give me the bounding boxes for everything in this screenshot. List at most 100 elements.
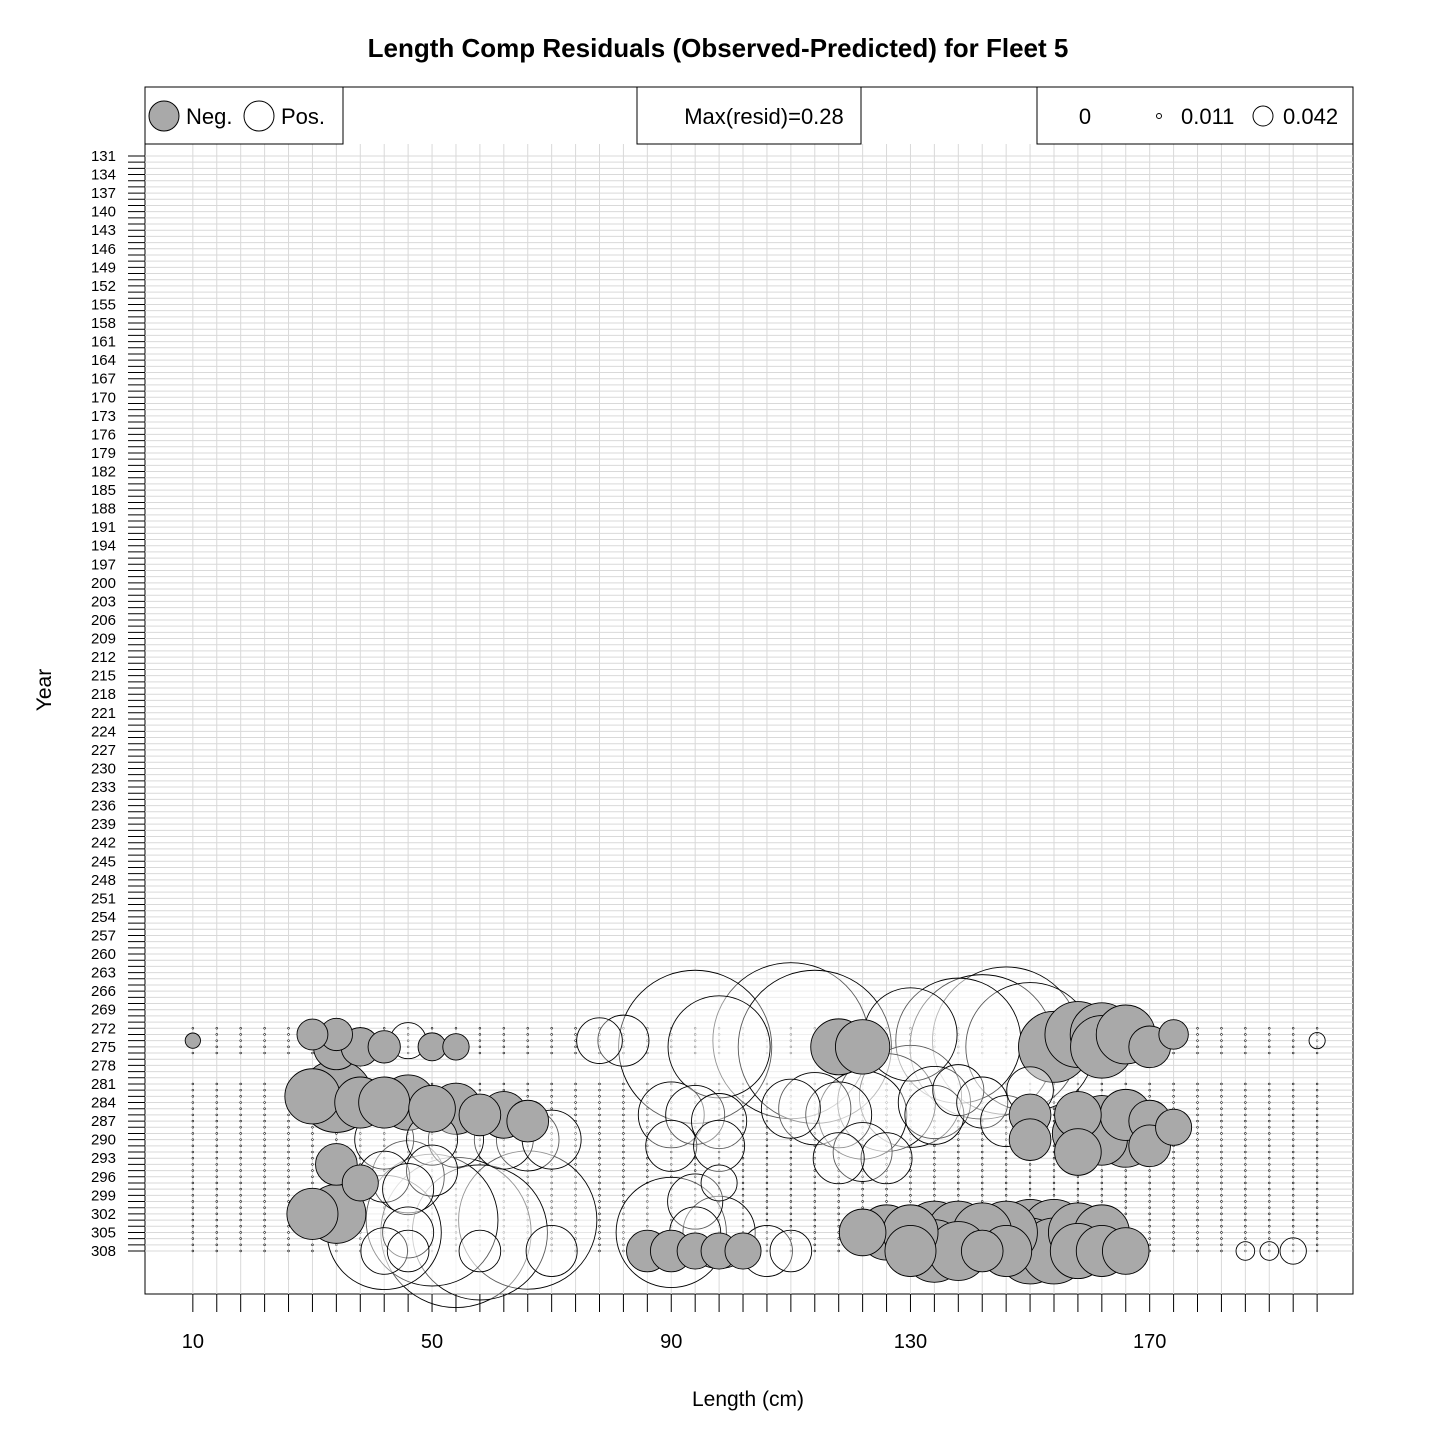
x-tick-label: 90 <box>660 1331 682 1353</box>
tiny-marker <box>1291 1249 1295 1253</box>
tiny-marker <box>670 1088 673 1092</box>
tiny-marker <box>359 1132 362 1135</box>
tiny-marker <box>741 1033 745 1036</box>
tiny-marker <box>1315 1225 1319 1228</box>
tiny-marker <box>191 1107 195 1110</box>
tiny-marker <box>502 1231 506 1234</box>
bubble-negative <box>458 1093 502 1137</box>
tiny-marker <box>287 1157 290 1160</box>
tiny-marker <box>741 1082 745 1086</box>
tiny-marker <box>1196 1200 1199 1203</box>
tiny-marker <box>1291 1039 1295 1042</box>
legend-pos-label: Pos. <box>281 104 325 129</box>
tiny-marker <box>550 1144 553 1148</box>
tiny-marker <box>837 1212 840 1216</box>
tiny-marker <box>239 1113 242 1117</box>
tiny-marker <box>263 1113 266 1117</box>
tiny-marker <box>909 1101 912 1104</box>
tiny-marker <box>765 1206 769 1209</box>
tiny-marker <box>1100 1082 1104 1086</box>
tiny-marker <box>550 1045 553 1049</box>
tiny-marker <box>239 1200 242 1203</box>
tiny-marker <box>622 1243 625 1247</box>
tiny-marker <box>717 1113 721 1117</box>
tiny-marker <box>1291 1181 1295 1185</box>
tiny-marker <box>1196 1088 1199 1092</box>
tiny-marker <box>909 1082 912 1086</box>
tiny-marker <box>1196 1051 1199 1055</box>
tiny-marker <box>789 1113 793 1117</box>
bubble-positive <box>700 1164 738 1202</box>
tiny-marker <box>359 1237 362 1240</box>
tiny-marker <box>1004 1163 1008 1166</box>
tiny-marker <box>287 1194 290 1197</box>
tiny-marker <box>191 1144 195 1148</box>
tiny-marker <box>502 1206 506 1209</box>
tiny-marker <box>430 1082 434 1086</box>
tiny-marker <box>1148 1243 1151 1247</box>
tiny-marker <box>837 1126 840 1129</box>
tiny-marker <box>598 1138 601 1141</box>
tiny-marker <box>287 1045 290 1049</box>
tiny-marker <box>789 1181 793 1185</box>
tiny-marker <box>1291 1088 1295 1092</box>
tiny-marker <box>215 1237 218 1240</box>
tiny-marker <box>1315 1169 1319 1172</box>
tiny-marker <box>789 1206 793 1209</box>
tiny-marker <box>837 1200 840 1203</box>
tiny-marker <box>1172 1212 1175 1216</box>
tiny-marker <box>502 1169 506 1172</box>
tiny-marker <box>1052 1175 1056 1178</box>
tiny-marker <box>646 1218 649 1222</box>
tiny-marker <box>622 1218 625 1222</box>
tiny-marker <box>957 1045 960 1049</box>
tiny-marker <box>1076 1200 1080 1203</box>
tiny-marker <box>957 1088 960 1092</box>
tiny-marker <box>191 1237 195 1240</box>
tiny-marker <box>622 1225 625 1228</box>
tiny-marker <box>598 1169 601 1172</box>
tiny-marker <box>981 1194 984 1197</box>
tiny-marker <box>670 1200 673 1203</box>
tiny-marker <box>957 1194 960 1197</box>
tiny-marker <box>1315 1163 1319 1166</box>
tiny-marker <box>717 1157 721 1160</box>
tiny-marker <box>215 1243 218 1247</box>
y-tick-label: 152 <box>91 278 116 295</box>
tiny-marker <box>526 1181 529 1185</box>
tiny-marker <box>1148 1175 1151 1178</box>
tiny-marker <box>861 1101 864 1104</box>
legend-scale-0: 0 <box>1079 104 1091 129</box>
tiny-marker <box>789 1200 793 1203</box>
tiny-marker <box>550 1206 553 1209</box>
tiny-marker <box>1196 1206 1199 1209</box>
legend-scale-2: 0.042 <box>1283 104 1338 129</box>
tiny-marker <box>646 1107 649 1110</box>
tiny-marker <box>526 1218 529 1222</box>
tiny-marker <box>1268 1187 1271 1191</box>
tiny-marker <box>1196 1045 1199 1049</box>
tiny-marker <box>1315 1095 1319 1098</box>
tiny-marker <box>1315 1107 1319 1110</box>
tiny-marker <box>693 1212 697 1216</box>
tiny-marker <box>670 1181 673 1185</box>
tiny-marker <box>1220 1150 1223 1154</box>
tiny-marker <box>765 1163 769 1166</box>
tiny-marker <box>670 1101 673 1104</box>
tiny-marker <box>263 1082 266 1086</box>
tiny-marker <box>1220 1218 1223 1222</box>
tiny-marker <box>430 1231 434 1234</box>
tiny-marker <box>311 1126 314 1129</box>
tiny-marker <box>622 1138 625 1141</box>
tiny-marker <box>622 1187 625 1191</box>
tiny-marker <box>693 1119 697 1123</box>
tiny-marker <box>1196 1107 1199 1110</box>
tiny-marker <box>574 1033 577 1036</box>
tiny-marker <box>1172 1163 1175 1166</box>
tiny-marker <box>957 1175 960 1178</box>
tiny-marker <box>454 1200 458 1203</box>
tiny-marker <box>1196 1126 1199 1129</box>
tiny-marker <box>693 1163 697 1166</box>
tiny-marker <box>622 1237 625 1240</box>
tiny-marker <box>670 1157 673 1160</box>
